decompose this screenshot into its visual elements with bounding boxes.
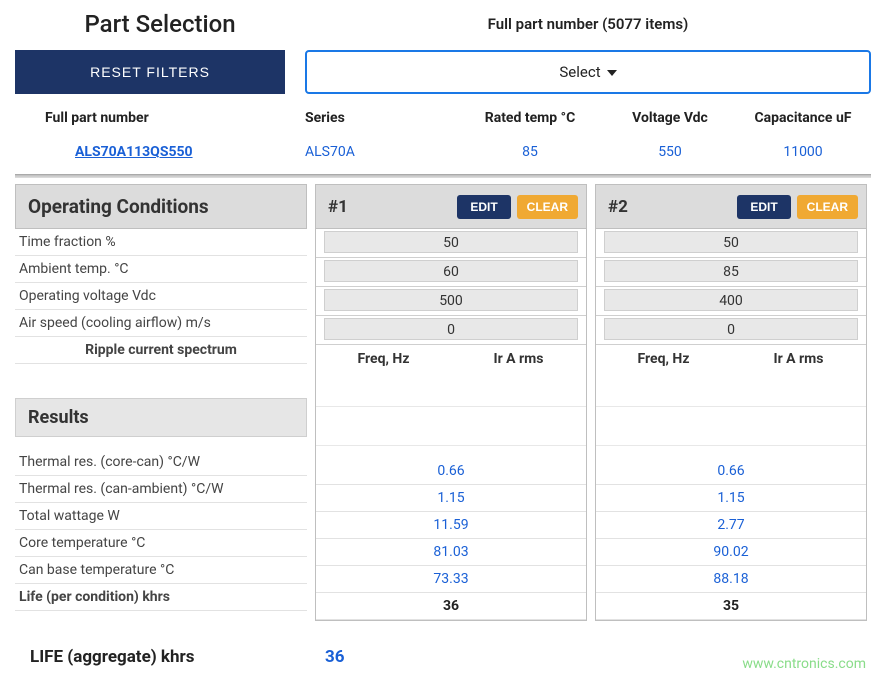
operating-conditions-header: Operating Conditions [15, 184, 307, 229]
c2-air[interactable]: 0 [604, 318, 858, 340]
cap-value: 11000 [735, 144, 871, 160]
temp-value: 85 [455, 144, 605, 160]
c2-timefrac[interactable]: 50 [604, 231, 858, 253]
c1-opv[interactable]: 500 [324, 289, 578, 311]
label-life: Life (per condition) khrs [15, 584, 307, 611]
part-row: ALS70A113QS550 ALS70A 85 550 11000 [15, 136, 871, 174]
part-number-link[interactable]: ALS70A113QS550 [45, 144, 193, 160]
select-label: Select [559, 63, 600, 81]
life-aggregate-value: 36 [325, 647, 345, 667]
c2-freq-header: Freq, Hz [596, 351, 731, 367]
reset-filters-button[interactable]: RESET FILTERS [15, 50, 285, 94]
c1-canbase: 73.33 [316, 566, 586, 593]
c1-ambient[interactable]: 60 [324, 260, 578, 282]
divider [15, 174, 871, 178]
life-aggregate-label: LIFE (aggregate) khrs [30, 647, 325, 667]
volt-value: 550 [605, 144, 735, 160]
chevron-down-icon [607, 70, 617, 76]
c2-thcan: 1.15 [596, 485, 866, 512]
col-cap: Capacitance uF [735, 110, 871, 126]
c1-thcore: 0.66 [316, 458, 586, 485]
c2-opv[interactable]: 400 [604, 289, 858, 311]
condition-2-clear-button[interactable]: CLEAR [797, 195, 858, 219]
c1-timefrac[interactable]: 50 [324, 231, 578, 253]
c1-life: 36 [316, 593, 586, 620]
col-series: Series [305, 110, 455, 126]
label-ripple: Ripple current spectrum [15, 337, 307, 364]
items-count-label: Full part number (5077 items) [305, 15, 871, 33]
c2-coretemp: 90.02 [596, 539, 866, 566]
label-canbase: Can base temperature °C [15, 557, 307, 584]
label-air: Air speed (cooling airflow) m/s [15, 310, 307, 337]
label-thcore: Thermal res. (core-can) °C/W [15, 449, 307, 476]
c2-ambient[interactable]: 85 [604, 260, 858, 282]
results-header: Results [15, 398, 307, 437]
watermark: www.cntronics.com [742, 656, 866, 672]
columns-header: Full part number Series Rated temp °C Vo… [15, 106, 871, 136]
label-thcan: Thermal res. (can-ambient) °C/W [15, 476, 307, 503]
c2-thcore: 0.66 [596, 458, 866, 485]
c2-life: 35 [596, 593, 866, 620]
series-value[interactable]: ALS70A [305, 144, 455, 160]
c1-freq-header: Freq, Hz [316, 351, 451, 367]
part-select-dropdown[interactable]: Select [305, 50, 871, 94]
page-title: Part Selection [15, 10, 305, 38]
c2-ir-header: Ir A rms [731, 351, 866, 367]
c2-canbase: 88.18 [596, 566, 866, 593]
condition-2-title: #2 [604, 197, 628, 217]
col-temp: Rated temp °C [455, 110, 605, 126]
label-timefrac: Time fraction % [15, 229, 307, 256]
condition-1-title: #1 [324, 197, 348, 217]
label-opv: Operating voltage Vdc [15, 283, 307, 310]
c1-watt: 11.59 [316, 512, 586, 539]
col-part: Full part number [15, 110, 305, 126]
condition-1: #1 EDIT CLEAR 50 60 500 0 Freq, Hz Ir A … [315, 184, 587, 621]
condition-1-clear-button[interactable]: CLEAR [517, 195, 578, 219]
c1-thcan: 1.15 [316, 485, 586, 512]
c2-watt: 2.77 [596, 512, 866, 539]
condition-1-edit-button[interactable]: EDIT [457, 195, 510, 219]
label-watt: Total wattage W [15, 503, 307, 530]
c1-air[interactable]: 0 [324, 318, 578, 340]
condition-2: #2 EDIT CLEAR 50 85 400 0 Freq, Hz Ir A … [595, 184, 867, 621]
labels-column: Operating Conditions Time fraction % Amb… [15, 184, 307, 621]
condition-2-edit-button[interactable]: EDIT [737, 195, 790, 219]
col-volt: Voltage Vdc [605, 110, 735, 126]
label-ambient: Ambient temp. °C [15, 256, 307, 283]
c1-coretemp: 81.03 [316, 539, 586, 566]
c1-ir-header: Ir A rms [451, 351, 586, 367]
label-coretemp: Core temperature °C [15, 530, 307, 557]
